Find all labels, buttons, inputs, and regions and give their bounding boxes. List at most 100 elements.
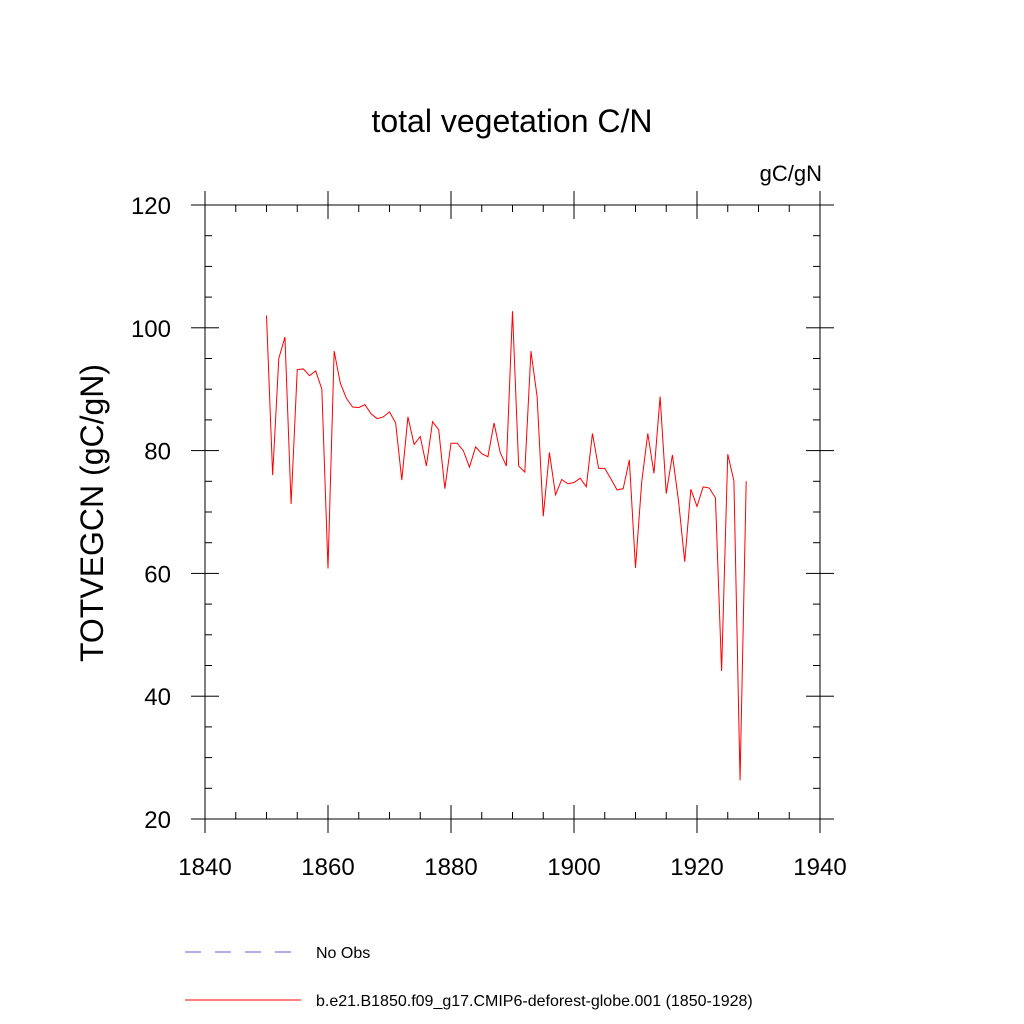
data-point [321, 389, 322, 390]
data-point [395, 422, 396, 423]
data-point [703, 486, 704, 487]
x-tick-label: 1880 [424, 854, 477, 881]
data-point [512, 311, 513, 312]
data-point [266, 315, 267, 316]
data-point [414, 444, 415, 445]
legend: No Obs b.e21.B1850.f09_g17.CMIP6-deforest… [185, 945, 753, 1010]
data-point [315, 370, 316, 371]
series-line [266, 311, 747, 781]
y-tick-label: 60 [144, 561, 171, 588]
data-point [432, 421, 433, 422]
data-point [598, 468, 599, 469]
data-point [739, 780, 740, 781]
data-point [733, 480, 734, 481]
data-point [647, 433, 648, 434]
units-label: gC/gN [760, 161, 822, 186]
data-point [469, 467, 470, 468]
data-point [272, 475, 273, 476]
data-point [438, 429, 439, 430]
data-point [309, 375, 310, 376]
data-point [660, 396, 661, 397]
data-point [623, 488, 624, 489]
y-axis-label: TOTVEGCN (gC/gN) [74, 364, 110, 662]
data-point [580, 478, 581, 479]
data-point [450, 443, 451, 444]
data-point [549, 452, 550, 453]
data-point [604, 468, 605, 469]
data-point [592, 433, 593, 434]
data-point [543, 516, 544, 517]
data-point [481, 453, 482, 454]
chart-title: total vegetation C/N [371, 103, 652, 139]
data-point [573, 482, 574, 483]
data-point [524, 471, 525, 472]
data-point [518, 465, 519, 466]
y-tick-label: 80 [144, 439, 171, 466]
axis-ticks [191, 191, 834, 833]
data-point [721, 670, 722, 671]
data-point [303, 368, 304, 369]
data-point [420, 436, 421, 437]
data-point [327, 568, 328, 569]
data-point [709, 487, 710, 488]
y-tick-label: 20 [144, 807, 171, 834]
data-point [715, 497, 716, 498]
y-tick-label: 100 [131, 316, 171, 343]
data-point [444, 488, 445, 489]
data-point [278, 358, 279, 359]
data-point [696, 506, 697, 507]
tick-labels: 1840 1860 1880 1900 1920 1940 20 40 60 80 100 120 [131, 193, 847, 881]
data-point [487, 456, 488, 457]
data-point [678, 500, 679, 501]
x-tick-label: 1860 [301, 854, 354, 881]
data-point [690, 489, 691, 490]
data-point [377, 418, 378, 419]
data-point [610, 478, 611, 479]
data-point [401, 479, 402, 480]
plot-frame [204, 204, 821, 820]
x-tick-label: 1920 [670, 854, 723, 881]
data-point [561, 479, 562, 480]
series-group [266, 311, 747, 781]
data-point [297, 369, 298, 370]
y-tick-label: 40 [144, 684, 171, 711]
data-point [629, 459, 630, 460]
data-point [586, 486, 587, 487]
data-point [672, 454, 673, 455]
data-point [684, 561, 685, 562]
data-point [555, 494, 556, 495]
data-point [352, 406, 353, 407]
data-point [426, 465, 427, 466]
data-point [407, 416, 408, 417]
data-point [364, 404, 365, 405]
data-point [340, 382, 341, 383]
data-point [389, 411, 390, 412]
y-tick-label: 120 [131, 193, 171, 220]
data-point [641, 482, 642, 483]
data-point [284, 336, 285, 337]
x-tick-label: 1940 [793, 854, 846, 881]
data-point [530, 351, 531, 352]
data-point [727, 454, 728, 455]
data-point [500, 452, 501, 453]
data-point [370, 413, 371, 414]
data-point [493, 422, 494, 423]
data-point [537, 396, 538, 397]
data-point [475, 446, 476, 447]
data-point [506, 465, 507, 466]
data-point [457, 443, 458, 444]
data-point [635, 567, 636, 568]
data-point [616, 489, 617, 490]
data-point [383, 416, 384, 417]
data-point [291, 503, 292, 504]
data-point [358, 407, 359, 408]
data-point [666, 493, 667, 494]
data-point [567, 483, 568, 484]
legend-label: b.e21.B1850.f09_g17.CMIP6-deforest-globe… [316, 993, 753, 1010]
data-point [463, 450, 464, 451]
x-tick-label: 1840 [178, 854, 231, 881]
data-point [334, 351, 335, 352]
data-point [346, 398, 347, 399]
legend-label: No Obs [316, 945, 370, 962]
